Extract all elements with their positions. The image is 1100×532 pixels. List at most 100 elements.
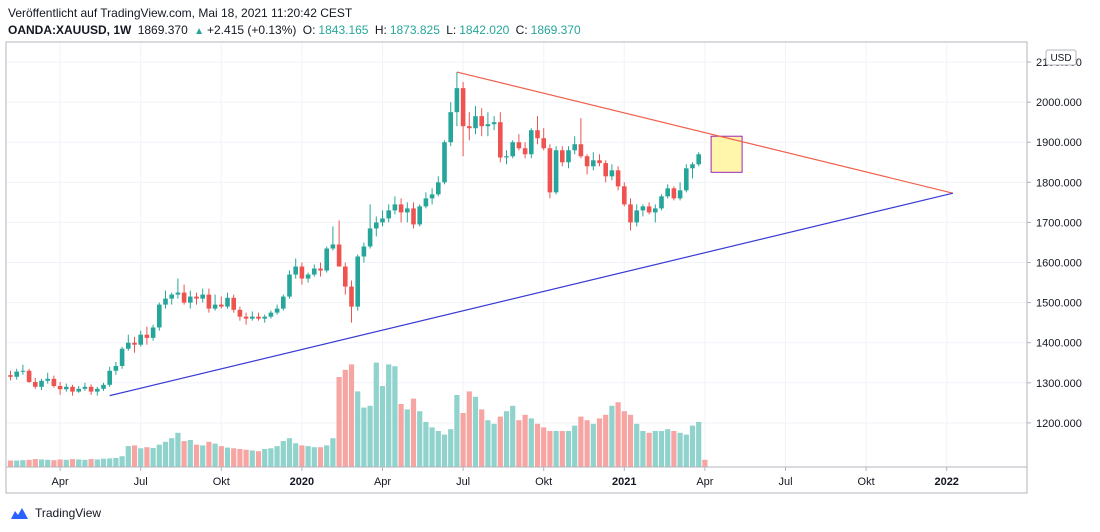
volume-bar bbox=[131, 445, 138, 467]
volume-bar bbox=[206, 441, 212, 467]
candle-body bbox=[516, 142, 522, 149]
resistance-trendline[interactable] bbox=[456, 71, 954, 194]
close-value: 1869.370 bbox=[530, 23, 581, 37]
volume-bar bbox=[429, 427, 435, 467]
candle-body bbox=[150, 327, 156, 338]
volume-bar bbox=[82, 459, 88, 467]
low-value: 1842.020 bbox=[459, 23, 510, 37]
volume-bar bbox=[88, 459, 94, 467]
candle-body bbox=[299, 266, 305, 279]
candle-body bbox=[225, 297, 230, 307]
price-change: +2.415 (+0.13%) bbox=[207, 23, 297, 37]
volume-bar bbox=[107, 458, 113, 467]
candle-body bbox=[541, 138, 546, 149]
volume-bar bbox=[162, 441, 169, 467]
volume-bar bbox=[472, 396, 479, 467]
volume-bar bbox=[565, 431, 572, 467]
tradingview-footer: TradingView bbox=[8, 506, 101, 520]
candle-body bbox=[591, 160, 596, 167]
y-tick-label: 1700.000 bbox=[1036, 217, 1082, 229]
volume-bar bbox=[355, 391, 361, 467]
volume-bar bbox=[330, 438, 336, 467]
volume-bar bbox=[696, 422, 702, 467]
candle-body bbox=[535, 130, 540, 139]
currency-label: USD bbox=[1050, 53, 1071, 64]
candle-body bbox=[281, 296, 286, 309]
volume-bar bbox=[541, 427, 547, 467]
candle-body bbox=[343, 266, 348, 287]
candle-body bbox=[231, 297, 236, 310]
candle-body bbox=[206, 294, 212, 309]
candle-body bbox=[398, 204, 404, 213]
candle-body bbox=[219, 304, 224, 307]
candle-body bbox=[95, 388, 100, 392]
candle-body bbox=[39, 380, 44, 387]
x-tick-label: 2022 bbox=[934, 476, 958, 488]
volume-bar bbox=[268, 448, 274, 467]
volume-bar bbox=[32, 459, 38, 467]
volume-bar bbox=[534, 423, 541, 467]
support-trendline[interactable] bbox=[109, 192, 954, 397]
candle-body bbox=[473, 116, 478, 129]
y-tick-label: 1400.000 bbox=[1036, 338, 1082, 350]
volume-bar bbox=[528, 418, 534, 467]
low-label: L: bbox=[446, 23, 457, 37]
candle-body bbox=[436, 182, 441, 195]
volume-bar bbox=[94, 459, 100, 467]
volume-bar bbox=[63, 459, 69, 467]
volume-bar bbox=[125, 446, 131, 467]
candle-body bbox=[646, 206, 652, 213]
candle-body bbox=[293, 266, 298, 275]
candle-body bbox=[181, 292, 187, 303]
volume-bar bbox=[479, 409, 485, 467]
volume-bar bbox=[665, 429, 671, 467]
candle-body bbox=[622, 186, 627, 205]
volume-bar bbox=[522, 414, 528, 467]
grid bbox=[6, 42, 1027, 467]
volume-bar bbox=[336, 377, 342, 467]
candle-body bbox=[578, 144, 584, 157]
candle-body bbox=[76, 388, 81, 392]
candle-body bbox=[448, 112, 453, 143]
symbol-name[interactable]: OANDA:XAUUSD, 1W bbox=[8, 23, 132, 37]
candle-body bbox=[665, 188, 670, 197]
volume-bar bbox=[175, 432, 181, 467]
volume-bar bbox=[212, 443, 218, 467]
candle-body bbox=[330, 244, 336, 249]
candle-body bbox=[274, 308, 280, 313]
volume-bar bbox=[224, 447, 231, 467]
volume-bar bbox=[255, 451, 262, 467]
volume-bar bbox=[14, 460, 20, 467]
candle-body bbox=[88, 386, 94, 392]
candle-body bbox=[491, 122, 497, 125]
candle-body bbox=[510, 142, 515, 157]
candle-body bbox=[250, 316, 255, 319]
candle-body bbox=[212, 304, 218, 309]
candle-body bbox=[547, 148, 553, 193]
candle-body bbox=[361, 246, 367, 257]
volume-bar bbox=[689, 425, 696, 467]
candle-body bbox=[194, 296, 199, 299]
candle-body bbox=[64, 386, 69, 390]
candle-body bbox=[324, 248, 329, 271]
volume-bar bbox=[677, 432, 683, 467]
volume-bar bbox=[218, 446, 224, 467]
axes: 1200.000 1300.000 1400.000 1500.000 1600.000… bbox=[5, 41, 1082, 494]
candle-body bbox=[237, 309, 243, 317]
candle-body bbox=[26, 370, 32, 382]
highlight-box[interactable] bbox=[710, 135, 743, 173]
candle-body bbox=[504, 156, 509, 158]
y-tick-label: 1900.000 bbox=[1036, 137, 1082, 149]
volume-bar bbox=[305, 446, 311, 467]
open-label: O: bbox=[302, 23, 316, 37]
candle-body bbox=[138, 334, 143, 345]
volume-bar bbox=[26, 459, 32, 467]
x-tick-label: Jul bbox=[134, 476, 148, 488]
candle-body bbox=[188, 296, 193, 303]
volume-bar bbox=[423, 422, 429, 467]
volume-bar bbox=[417, 411, 423, 467]
up-arrow-icon: ▲ bbox=[194, 26, 204, 37]
volume-bar bbox=[138, 448, 144, 467]
currency-badge[interactable] bbox=[1045, 49, 1077, 66]
